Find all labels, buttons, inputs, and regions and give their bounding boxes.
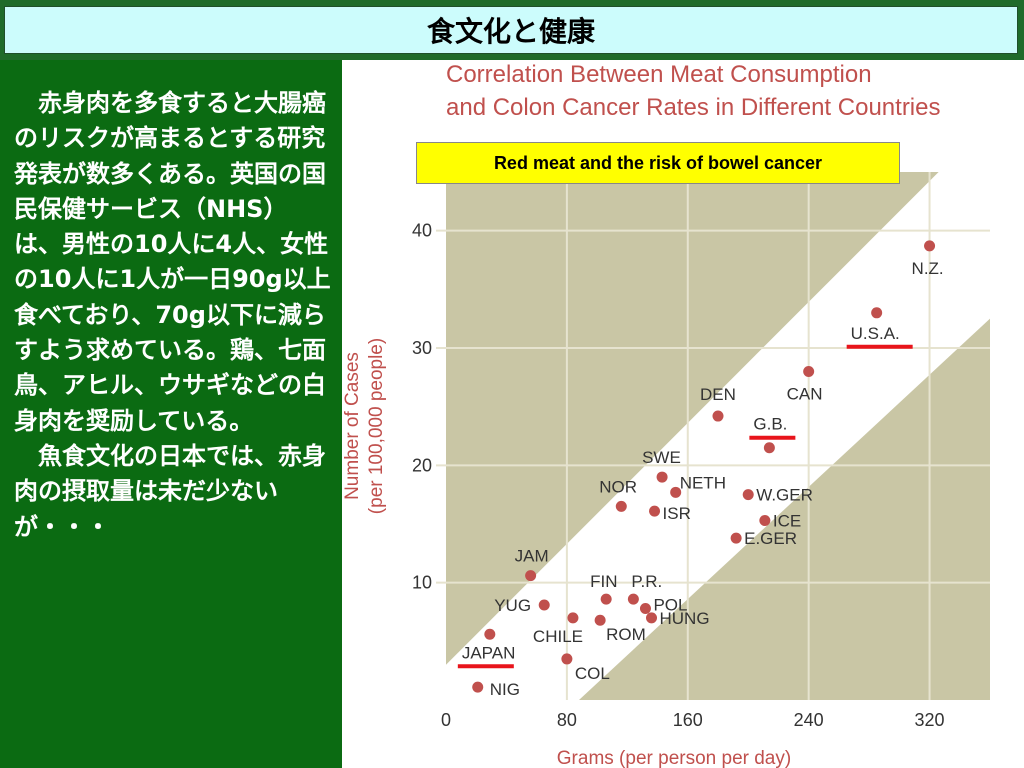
data-label-10: ICE [773,511,801,530]
data-label-4: G.B. [753,415,787,434]
chart-title: Correlation Between Meat Consumption and… [446,58,1024,124]
data-point-2 [803,365,815,377]
body-text: 赤身肉を多食すると大腸癌のリスクが高まるとする研究発表が数多くある。英国の国民保… [14,89,331,541]
data-point-4 [763,442,775,454]
left-panel: 赤身肉を多食すると大腸癌のリスクが高まるとする研究発表が数多くある。英国の国民保… [0,60,342,768]
data-point-7 [615,500,627,512]
data-label-9: W.GER [756,486,813,505]
data-point-19 [646,612,658,624]
data-label-11: E.GER [744,529,797,548]
x-tick-label-3: 240 [794,710,824,730]
data-point-8 [649,505,661,517]
chart-title-line-1: Correlation Between Meat Consumption [446,61,872,88]
data-label-5: SWE [642,448,681,467]
data-point-1 [871,307,883,319]
chart-title-line-2: and Colon Cancer Rates in Different Coun… [446,94,941,121]
data-point-20 [484,628,496,640]
data-point-17 [567,612,579,624]
data-label-1: U.S.A. [851,324,900,343]
x-tick-label-4: 320 [915,710,945,730]
y-axis-label-line-1: Number of Cases [342,352,363,500]
data-label-22: NIG [490,680,520,699]
x-tick-label-2: 160 [673,710,703,730]
y-tick-label-1: 20 [412,455,432,475]
data-label-12: JAM [515,547,549,566]
data-point-15 [639,602,651,614]
scatter-chart: 0 80 160 240 320 10 20 30 40 Grams (per person pe… [342,172,990,768]
y-tick-label-0: 10 [412,573,432,593]
data-label-21: COL [575,664,610,683]
data-label-15: POL [653,595,687,614]
x-tick-label-0: 0 [441,710,451,730]
data-label-7: NOR [599,477,637,496]
data-label-16: YUG [494,596,531,615]
data-label-2: CAN [787,384,823,403]
data-label-20: JAPAN [462,643,516,662]
data-point-16 [538,599,550,611]
data-point-6 [670,486,682,498]
correlation-band [446,172,990,700]
x-tick-label-1: 80 [557,710,577,730]
y-axis-label-line-2: (per 100,000 people) [366,338,387,514]
title-bar: 食文化と健康 [0,0,1024,60]
overlay-label: Red meat and the risk of bowel cancer [416,142,900,184]
slide-title: 食文化と健康 [426,15,595,48]
data-label-18: ROM [606,625,646,644]
data-point-5 [656,471,668,483]
data-point-3 [712,410,724,422]
data-point-22 [472,681,484,693]
data-label-3: DEN [700,385,736,404]
data-point-12 [525,570,537,582]
data-point-21 [561,653,573,665]
x-axis-label: Grams (per person per day) [557,748,791,768]
data-label-8: ISR [663,504,691,523]
data-point-14 [627,593,639,605]
data-label-17: CHILE [533,627,583,646]
data-point-9 [742,489,754,501]
data-point-13 [600,593,612,605]
data-point-0 [924,240,936,252]
data-point-10 [759,514,771,526]
data-label-6: NETH [680,473,726,492]
y-tick-label-3: 40 [412,221,432,241]
data-label-19: HUNG [660,609,710,628]
y-tick-label-2: 30 [412,338,432,358]
title-box: 食文化と健康 [4,6,1018,54]
data-label-14: P.R. [631,572,662,591]
data-point-11 [730,532,742,544]
data-label-0: N.Z. [912,259,944,278]
data-point-18 [594,614,606,626]
data-label-13: FIN [590,572,617,591]
